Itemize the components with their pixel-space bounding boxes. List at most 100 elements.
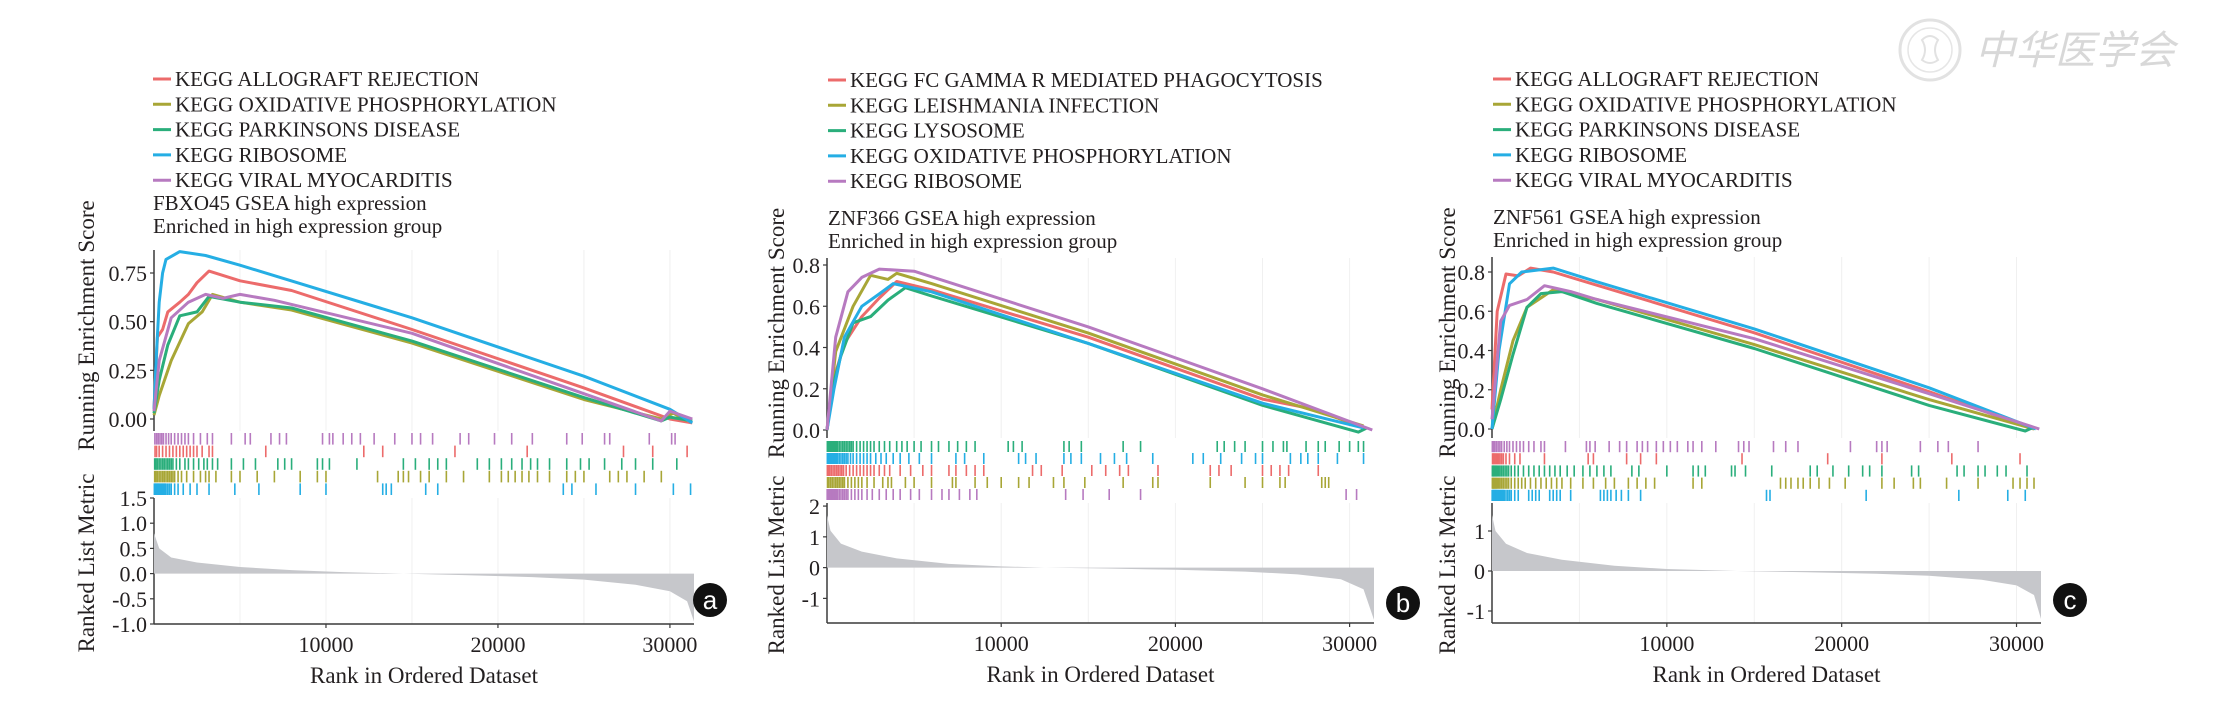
- x-axis-title: Rank in Ordered Dataset: [310, 663, 539, 688]
- metric-y-tick-label: 0: [809, 556, 820, 581]
- metric-y-tick-label: 1.0: [120, 511, 148, 536]
- legend-label: KEGG OXIDATIVE PHOSPHORYLATION: [175, 92, 557, 116]
- x-tick-label: 10000: [974, 631, 1029, 656]
- legend-item: KEGG VIRAL MYOCARDITIS: [1493, 168, 1793, 192]
- x-tick-label: 10000: [1639, 631, 1694, 656]
- legend-label: KEGG OXIDATIVE PHOSPHORYLATION: [1515, 92, 1897, 116]
- x-tick-label: 20000: [470, 632, 525, 657]
- panel-badge-label: c: [2064, 585, 2077, 615]
- es-curve-purple: [825, 267, 1373, 432]
- hit-row-blue: [826, 453, 1365, 464]
- hit-row-green: [1491, 465, 2028, 477]
- es-y-axis-title: Running Enrichment Score: [764, 208, 789, 458]
- legend-item: KEGG OXIDATIVE PHOSPHORYLATION: [1493, 92, 1897, 116]
- ranked-metric-area: [154, 533, 694, 622]
- hit-row-red: [154, 445, 688, 458]
- legend-item: KEGG OXIDATIVE PHOSPHORYLATION: [828, 144, 1232, 168]
- metric-y-tick-label: 1: [809, 525, 820, 550]
- legend-label: KEGG RIBOSOME: [850, 169, 1022, 193]
- x-tick-label: 10000: [298, 632, 353, 657]
- es-y-tick-label: 0.6: [793, 294, 821, 319]
- legend-item: KEGG RIBOSOME: [828, 169, 1022, 193]
- x-axis-title: Rank in Ordered Dataset: [986, 662, 1215, 687]
- es-y-tick-label: 0.00: [109, 407, 148, 432]
- es-y-tick-label: 0.4: [793, 336, 821, 361]
- es-y-tick-label: 0.2: [793, 377, 821, 402]
- legend-label: KEGG OXIDATIVE PHOSPHORYLATION: [850, 144, 1232, 168]
- metric-y-tick-label: -1.0: [112, 612, 147, 637]
- plot-subtitle: Enriched in high expression group: [153, 214, 442, 238]
- panel-badge: c: [2053, 583, 2087, 617]
- panel-b: KEGG FC GAMMA R MEDIATED PHAGOCYTOSISKEG…: [764, 68, 1420, 687]
- legend-item: KEGG PARKINSONS DISEASE: [1493, 118, 1800, 142]
- es-y-tick-label: 0.8: [1458, 260, 1486, 285]
- legend-item: KEGG FC GAMMA R MEDIATED PHAGOCYTOSIS: [828, 68, 1323, 92]
- watermark-text: 中华医学会: [1975, 28, 2179, 74]
- panel-badge-circle: [1386, 586, 1420, 620]
- es-curve-purple: [152, 292, 693, 423]
- metric-y-tick-label: -1: [1467, 599, 1485, 624]
- es-y-tick-label: 0.50: [109, 310, 148, 335]
- plot-title: ZNF366 GSEA high expression: [828, 206, 1096, 230]
- hit-row-purple: [1491, 441, 1979, 453]
- hit-row-green: [826, 441, 1365, 452]
- plot-subtitle: Enriched in high expression group: [1493, 228, 1782, 252]
- hit-row-olive: [826, 477, 1330, 488]
- es-curve-blue: [825, 282, 1364, 431]
- es-curve-blue: [152, 250, 694, 425]
- x-tick-label: 30000: [642, 632, 697, 657]
- x-tick-label: 30000: [1322, 631, 1377, 656]
- plot-title: FBXO45 GSEA high expression: [153, 191, 427, 215]
- hit-row-green: [153, 458, 678, 470]
- hit-row-red: [1491, 453, 2021, 465]
- es-y-tick-label: 0.6: [1458, 299, 1486, 324]
- es-curve-green: [1490, 290, 2035, 433]
- legend-item: KEGG ALLOGRAFT REJECTION: [153, 67, 479, 91]
- es-curve-blue: [1490, 266, 2037, 431]
- metric-y-tick-label: -0.5: [112, 587, 147, 612]
- metric-y-axis-title: Ranked List Metric: [764, 476, 789, 655]
- hit-row-olive: [1491, 477, 2035, 489]
- panel-badge: b: [1386, 586, 1420, 620]
- legend-item: KEGG PARKINSONS DISEASE: [153, 118, 460, 142]
- metric-y-tick-label: 1: [1474, 519, 1485, 544]
- x-tick-label: 30000: [1989, 631, 2044, 656]
- legend-label: KEGG LYSOSOME: [850, 119, 1025, 143]
- legend-label: KEGG VIRAL MYOCARDITIS: [1515, 168, 1793, 192]
- watermark-emblem-icon: [1898, 18, 1962, 82]
- legend-label: KEGG RIBOSOME: [175, 143, 347, 167]
- es-y-tick-label: 0.25: [109, 358, 148, 383]
- es-curve-olive: [1490, 288, 2035, 431]
- metric-y-tick-label: 2: [809, 494, 820, 519]
- metric-y-tick-label: 0: [1474, 559, 1485, 584]
- metric-y-axis-title: Ranked List Metric: [74, 474, 99, 653]
- hit-row-purple: [154, 433, 676, 445]
- hit-row-olive: [153, 470, 663, 483]
- panel-badge-circle: [693, 583, 727, 617]
- metric-y-tick-label: 0.5: [120, 536, 148, 561]
- legend-label: KEGG LEISHMANIA INFECTION: [850, 93, 1159, 117]
- legend-item: KEGG ALLOGRAFT REJECTION: [1493, 67, 1819, 91]
- plot-title: ZNF561 GSEA high expression: [1493, 205, 1761, 229]
- hit-row-blue: [1491, 489, 2027, 501]
- legend-label: KEGG VIRAL MYOCARDITIS: [175, 168, 453, 192]
- es-y-axis-title: Running Enrichment Score: [1435, 207, 1460, 457]
- es-curve-purple: [1490, 284, 2040, 431]
- legend-label: KEGG FC GAMMA R MEDIATED PHAGOCYTOSIS: [850, 68, 1323, 92]
- x-tick-label: 20000: [1148, 631, 1203, 656]
- es-y-tick-label: 0.0: [1458, 417, 1486, 442]
- panel-badge: a: [693, 583, 727, 617]
- metric-y-axis-title: Ranked List Metric: [1435, 476, 1460, 655]
- hit-row-blue: [153, 483, 692, 495]
- es-curve-red: [152, 269, 693, 425]
- legend-label: KEGG ALLOGRAFT REJECTION: [175, 67, 479, 91]
- hit-row-red: [826, 465, 1320, 476]
- metric-y-tick-label: 0.0: [120, 562, 148, 587]
- plot-subtitle: Enriched in high expression group: [828, 229, 1117, 253]
- legend-label: KEGG PARKINSONS DISEASE: [175, 118, 460, 142]
- x-axis-title: Rank in Ordered Dataset: [1652, 662, 1881, 687]
